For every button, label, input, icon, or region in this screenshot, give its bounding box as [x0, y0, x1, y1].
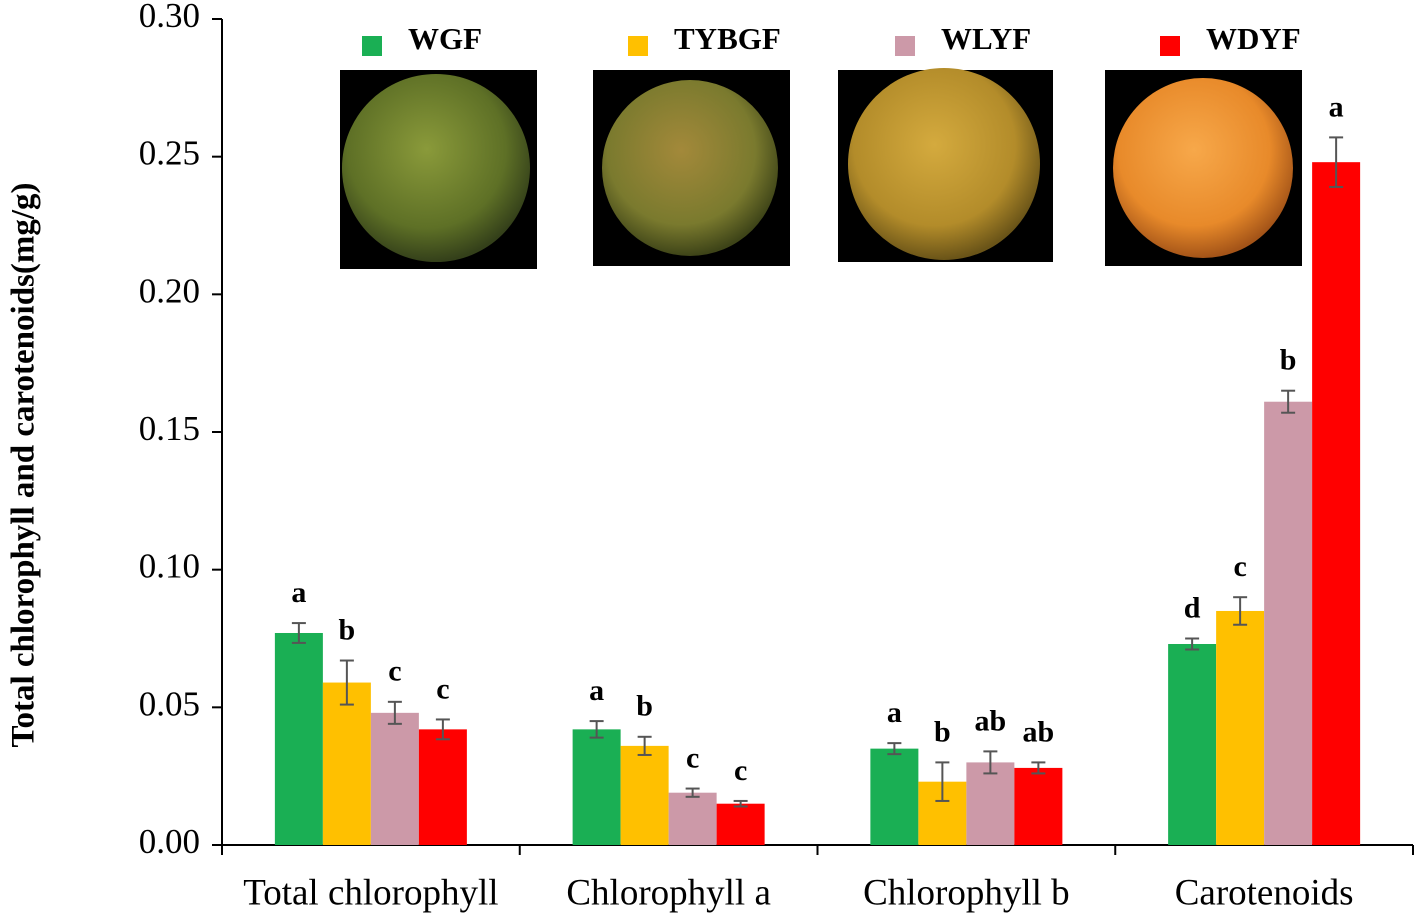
- error-bar: [339, 659, 354, 706]
- error-bar: [935, 761, 950, 802]
- significance-letter: a: [291, 576, 306, 609]
- x-tick-label: Carotenoids: [1175, 872, 1354, 913]
- bar: [716, 803, 765, 845]
- bar: [370, 712, 419, 845]
- error-bar: [589, 720, 604, 739]
- error-bar: [435, 718, 450, 741]
- x-tick-label: Chlorophyll a: [566, 872, 771, 913]
- y-tick-label: 0.25: [139, 134, 200, 173]
- bar: [1216, 610, 1265, 845]
- y-tick-label: 0.05: [139, 684, 200, 723]
- error-bar: [291, 622, 306, 644]
- bar: [1014, 767, 1063, 845]
- fruit: [848, 68, 1040, 260]
- fruit: [1113, 78, 1293, 258]
- fruit: [342, 74, 530, 262]
- error-bar: [387, 700, 402, 725]
- bar: [1264, 401, 1313, 845]
- significance-letter: ab: [975, 704, 1007, 737]
- bar: [668, 792, 717, 845]
- bar: [1168, 644, 1217, 845]
- bar: [966, 762, 1015, 845]
- significance-letter: a: [589, 674, 604, 707]
- error-bar: [1185, 637, 1200, 651]
- legend-label: TYBGF: [674, 21, 781, 56]
- legend-swatch: [362, 36, 382, 56]
- significance-letter: d: [1184, 591, 1201, 624]
- bar: [418, 729, 467, 845]
- error-bar: [1329, 136, 1344, 188]
- error-bar: [1233, 596, 1248, 626]
- significance-letter: b: [339, 613, 356, 646]
- y-tick-label: 0.10: [139, 547, 200, 586]
- fruit: [602, 80, 778, 256]
- error-bar: [685, 787, 700, 798]
- error-bar: [637, 735, 652, 756]
- error-bar: [1031, 761, 1046, 775]
- fruit-photos: [340, 68, 1302, 269]
- bar: [870, 748, 919, 845]
- bar: [572, 729, 621, 845]
- y-tick-label: 0.30: [139, 0, 200, 35]
- x-tick-label: Chlorophyll b: [863, 872, 1070, 913]
- bar: [1312, 162, 1361, 845]
- y-tick-label: 0.00: [139, 822, 200, 861]
- error-bar: [887, 742, 902, 756]
- significance-letter: ab: [1023, 715, 1055, 748]
- y-tick-label: 0.20: [139, 271, 200, 310]
- legend-swatch: [895, 36, 915, 56]
- legend-label: WLYF: [941, 21, 1031, 56]
- significance-letter: b: [636, 690, 653, 723]
- significance-letter: c: [1233, 550, 1246, 583]
- significance-letter: a: [887, 696, 902, 729]
- bar: [322, 682, 371, 845]
- significance-letter: c: [686, 741, 699, 774]
- significance-letter: b: [1280, 344, 1297, 377]
- legend-swatch: [628, 36, 648, 56]
- legend-label: WDYF: [1206, 21, 1301, 56]
- error-bar: [983, 750, 998, 775]
- legend-label: WGF: [408, 21, 482, 56]
- significance-letter: c: [388, 655, 401, 688]
- y-tick-label: 0.15: [139, 409, 200, 448]
- legend-swatch: [1160, 36, 1180, 56]
- bar: [274, 632, 323, 845]
- significance-letter: b: [934, 715, 951, 748]
- error-bar: [1281, 389, 1296, 414]
- significance-letter: c: [436, 672, 449, 705]
- error-bar: [733, 799, 748, 808]
- bar: [620, 745, 669, 845]
- significance-letter: c: [734, 754, 747, 787]
- x-tick-label: Total chlorophyll: [243, 872, 498, 913]
- y-axis-title: Total chlorophyll and carotenoids(mg/g): [6, 182, 42, 747]
- significance-letter: a: [1329, 90, 1344, 123]
